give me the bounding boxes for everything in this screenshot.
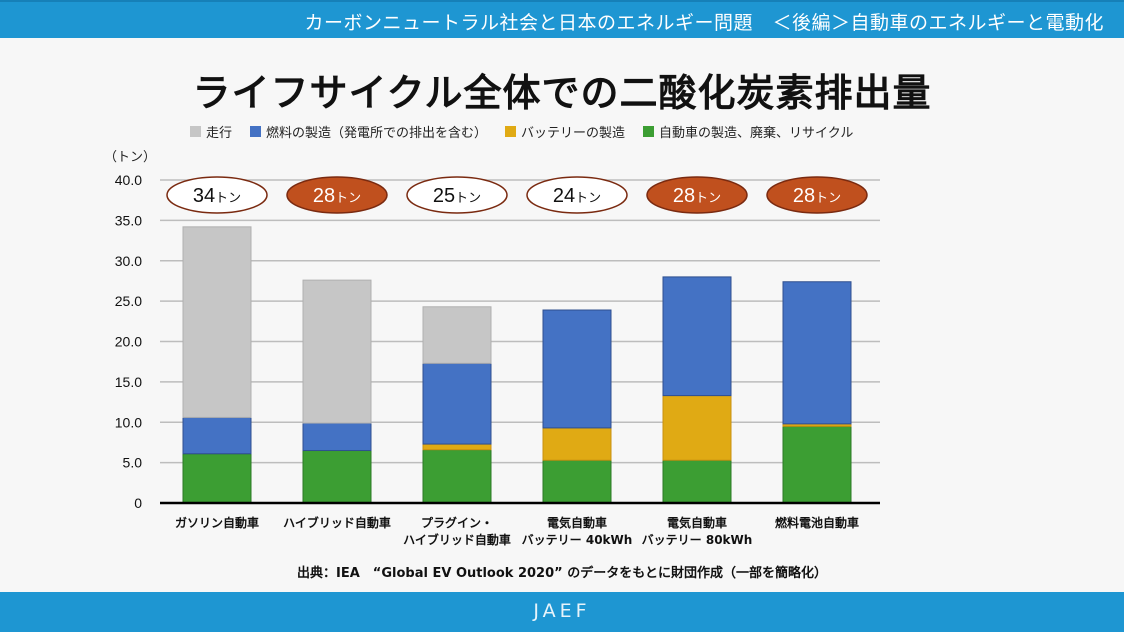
y-tick-label: 20.0 <box>115 334 142 350</box>
x-tick-label: バッテリー 80kWh <box>642 533 753 547</box>
total-annotation-badge <box>526 176 628 214</box>
bar-segment <box>422 443 492 451</box>
legend-label-vehicle: 自動車の製造、廃棄、リサイクル <box>659 126 854 141</box>
y-tick-label: 25.0 <box>115 293 142 309</box>
total-annotation-badge <box>646 176 748 214</box>
bar-segment <box>782 425 852 504</box>
x-tick-label: 燃料電池自動車 <box>775 515 859 530</box>
legend-swatch-vehicle <box>643 126 655 137</box>
bar-segment <box>782 281 852 425</box>
footer-logo: JAEF <box>533 600 591 622</box>
y-axis-unit: （トン） <box>104 150 157 165</box>
total-annotation-badge <box>766 176 868 214</box>
total-annotation-badge <box>166 176 268 214</box>
bar-segment <box>662 276 732 397</box>
legend-swatch-fuel <box>250 126 262 137</box>
legend-item-vehicle: 自動車の製造、廃棄、リサイクル <box>643 122 853 141</box>
x-tick-label: ハイブリッド自動車 <box>283 515 391 530</box>
bar-segment <box>182 453 252 504</box>
bar-segment <box>422 306 492 364</box>
legend-swatch-driving <box>190 126 201 137</box>
total-annotation-label: 28トン <box>673 185 721 207</box>
bar-segment <box>182 416 252 455</box>
y-tick-label: 10.0 <box>115 414 142 430</box>
bar-segment <box>542 309 612 429</box>
y-tick-label: 35.0 <box>115 212 142 228</box>
source-note: 出典：IEA “Global EV Outlook 2020” のデータをもとに… <box>297 566 827 581</box>
footer-bar: JAEF <box>0 592 1124 632</box>
legend-label-driving: 走行 <box>206 126 233 141</box>
bar-segment <box>422 449 492 504</box>
x-tick-label: プラグイン・ <box>421 515 493 530</box>
y-tick-label: 0 <box>134 495 142 511</box>
x-tick-label: 電気自動車 <box>667 515 727 530</box>
chart-legend: 走行 燃料の製造（発電所での排出を含む） バッテリーの製造 自動車の製造、廃棄、… <box>190 122 853 141</box>
x-tick-label: バッテリー 40kWh <box>522 533 633 547</box>
legend-item-driving: 走行 <box>190 122 232 141</box>
bar-segment <box>182 226 252 418</box>
legend-swatch-battery <box>505 126 517 137</box>
bar-segment <box>302 422 372 452</box>
y-tick-label: 30.0 <box>115 253 142 269</box>
x-tick-label: ハイブリッド自動車 <box>403 532 511 547</box>
bar-segment <box>662 459 732 504</box>
y-tick-label: 40.0 <box>115 172 142 188</box>
header-title: カーボンニュートラル社会と日本のエネルギー問題 ＜後編＞自動車のエネルギーと電動… <box>304 12 1104 34</box>
bar-segment <box>302 450 372 504</box>
x-tick-label: ガソリン自動車 <box>175 515 259 530</box>
header-bar: カーボンニュートラル社会と日本のエネルギー問題 ＜後編＞自動車のエネルギーと電動… <box>0 0 1124 38</box>
legend-label-battery: バッテリーの製造 <box>521 126 626 141</box>
legend-item-fuel: 燃料の製造（発電所での排出を含む） <box>250 122 487 141</box>
bar-segment <box>542 427 612 461</box>
y-tick-label: 15.0 <box>115 374 142 390</box>
total-annotation-badge <box>406 176 508 214</box>
x-tick-label: 電気自動車 <box>547 515 607 530</box>
total-annotation-badge <box>286 176 388 214</box>
chart-title: ライフサイクル全体での二酸化炭素排出量 <box>192 71 932 115</box>
legend-item-battery: バッテリーの製造 <box>505 122 625 141</box>
bar-segment <box>302 279 372 424</box>
total-annotation-label: 28トン <box>313 185 361 207</box>
y-tick-label: 5.0 <box>123 455 143 471</box>
total-annotation-label: 25トン <box>433 185 481 207</box>
total-annotation-label: 28トン <box>793 185 841 207</box>
total-annotation-label: 24トン <box>553 185 601 207</box>
total-annotation-label: 34トン <box>193 185 241 207</box>
bar-segment <box>422 362 492 445</box>
legend-label-fuel: 燃料の製造（発電所での排出を含む） <box>266 126 488 141</box>
bar-segment <box>542 459 612 504</box>
bar-segment <box>662 395 732 461</box>
